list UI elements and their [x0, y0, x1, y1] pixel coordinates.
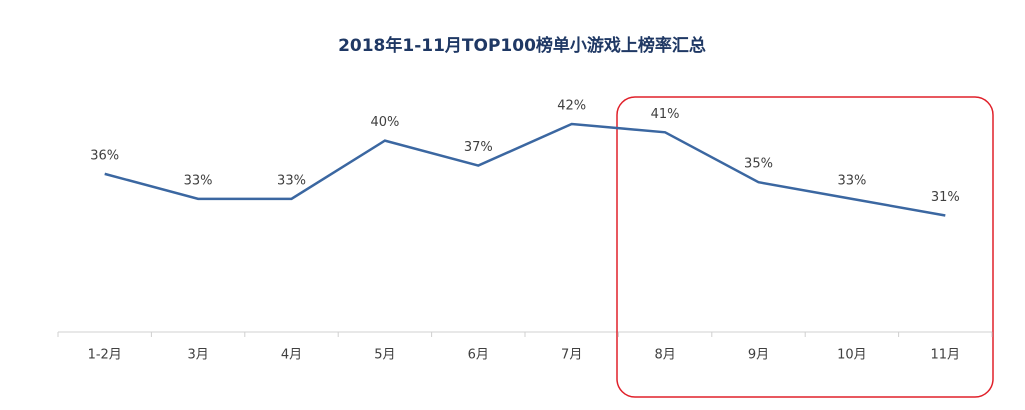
value-label: 37%	[464, 140, 493, 155]
value-label: 31%	[931, 190, 960, 205]
x-tick-label: 4月	[281, 348, 302, 363]
value-label: 33%	[837, 173, 866, 188]
value-label: 33%	[277, 173, 306, 188]
value-label: 33%	[184, 173, 213, 188]
x-tick-label: 3月	[187, 348, 208, 363]
line	[104, 122, 946, 217]
highlight-box	[616, 96, 994, 398]
x-tick-label: 1-2月	[88, 348, 122, 363]
chart-title: 2018年1-11月TOP100榜单小游戏上榜率汇总	[338, 35, 706, 56]
value-label: 42%	[557, 98, 586, 113]
x-tick-label: 7月	[561, 348, 582, 363]
value-label: 41%	[651, 107, 680, 122]
value-label: 40%	[370, 115, 399, 130]
x-tick-label: 11月	[931, 348, 961, 363]
x-tick-label: 10月	[837, 348, 867, 363]
x-tick-label: 8月	[654, 348, 675, 363]
value-label: 36%	[90, 148, 119, 163]
x-tick-label: 9月	[748, 348, 769, 363]
x-tick-label: 5月	[374, 348, 395, 363]
value-label: 35%	[744, 157, 773, 172]
x-tick-label: 6月	[468, 348, 489, 363]
